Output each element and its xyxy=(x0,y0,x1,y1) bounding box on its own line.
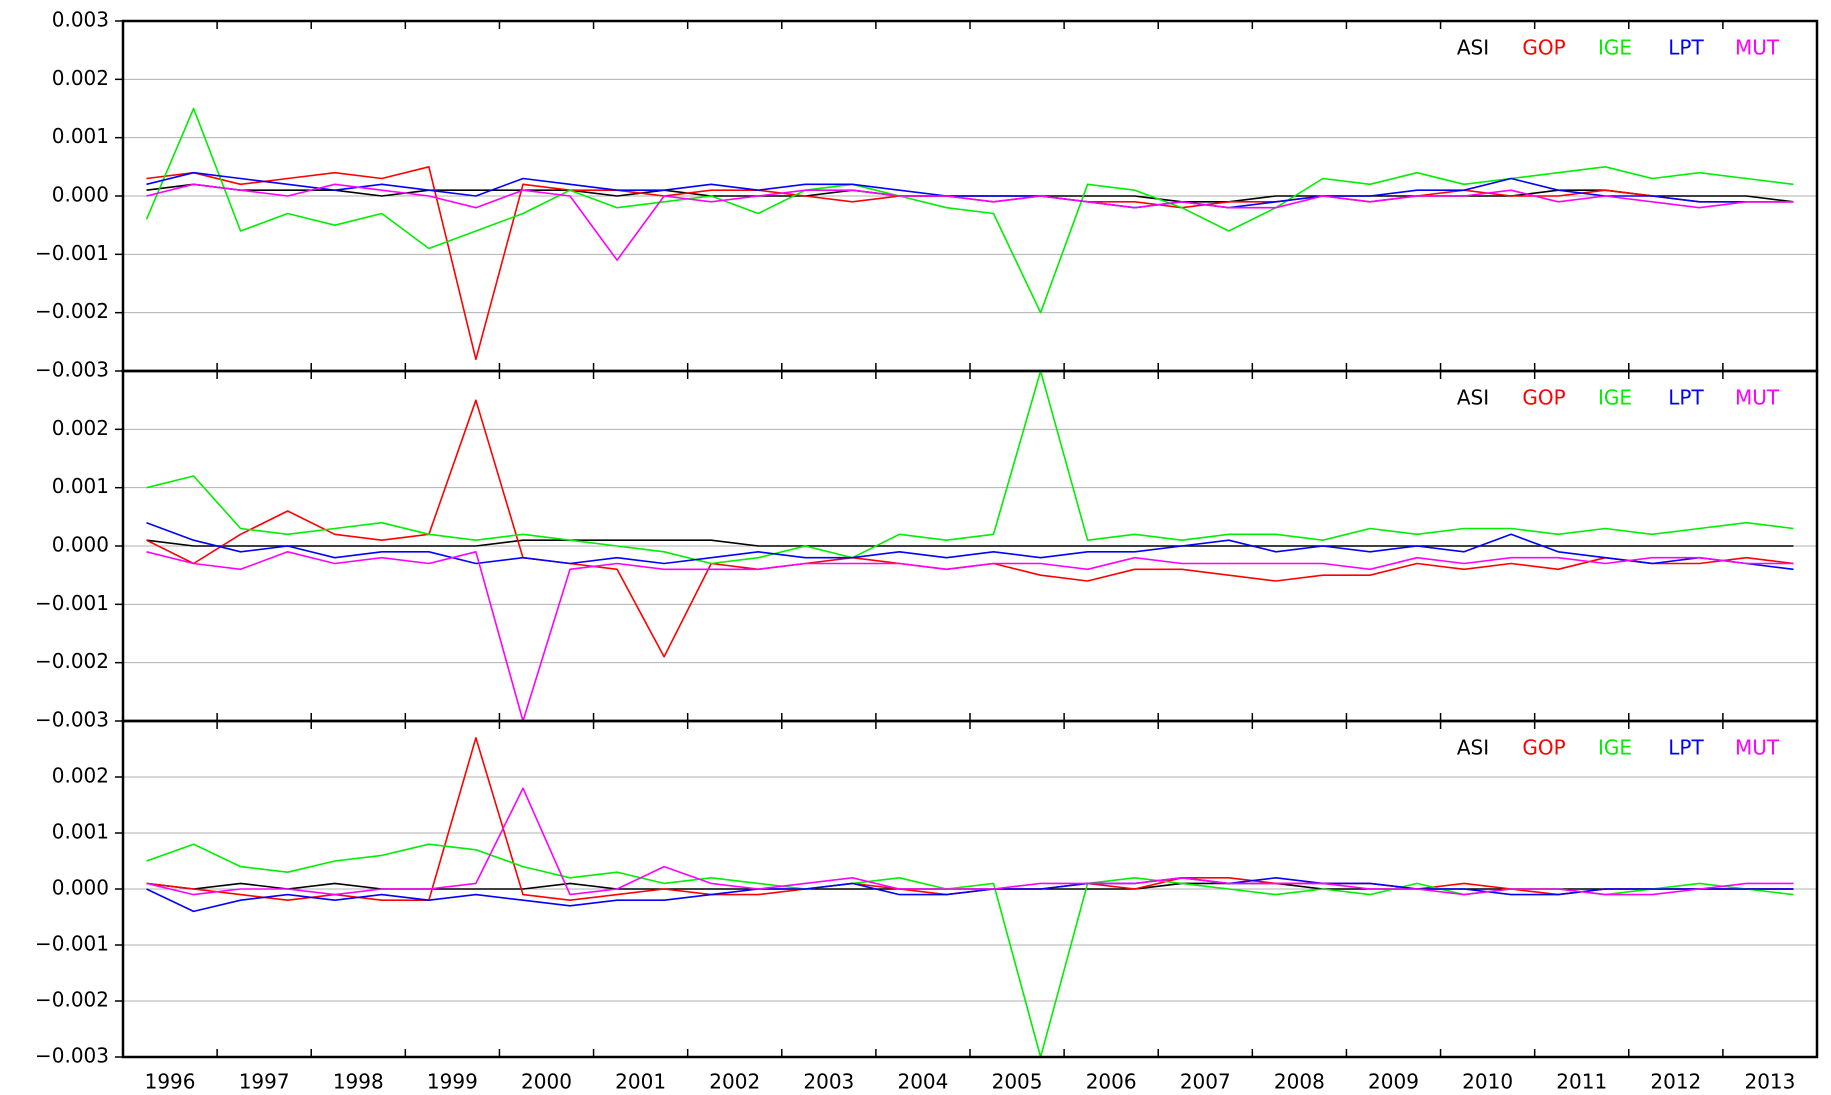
y-tick-label: −0.003 xyxy=(35,708,109,732)
x-tick-label: 1998 xyxy=(333,1070,384,1094)
y-tick-label: −0.002 xyxy=(35,299,109,323)
series-line xyxy=(146,171,1794,209)
y-tick-label: 0.000 xyxy=(52,183,109,207)
x-tick-label: 2010 xyxy=(1462,1070,1513,1094)
legend-entry: ASI xyxy=(1457,36,1489,60)
y-tick-label: 0.001 xyxy=(52,124,109,148)
x-tick-label: 2000 xyxy=(521,1070,572,1094)
series-line xyxy=(146,551,1794,722)
y-tick-label: −0.003 xyxy=(35,358,109,382)
series-line xyxy=(146,539,1794,547)
x-tick-label: 2011 xyxy=(1556,1070,1607,1094)
y-tick-label: 0.002 xyxy=(52,764,109,788)
legend-entry: MUT xyxy=(1735,386,1780,410)
legend-entry: GOP xyxy=(1522,386,1565,410)
x-tick-label: 2001 xyxy=(615,1070,666,1094)
y-tick-label: 0.003 xyxy=(52,8,109,32)
legend-entry: IGE xyxy=(1598,736,1632,760)
x-tick-label: 2007 xyxy=(1180,1070,1231,1094)
legend-entry: MUT xyxy=(1735,736,1780,760)
y-tick-label: 0.001 xyxy=(52,474,109,498)
panel-frame xyxy=(121,719,1819,1059)
series-line xyxy=(145,107,1794,314)
legend-entry: LPT xyxy=(1668,736,1704,760)
y-tick-label: −0.003 xyxy=(35,1044,109,1068)
series-line xyxy=(146,370,1794,565)
legend-entry: ASI xyxy=(1457,736,1489,760)
x-tick-label: 2013 xyxy=(1744,1070,1795,1094)
series-line xyxy=(146,877,1794,913)
y-tick-label: 0.002 xyxy=(52,416,109,440)
y-tick-label: 0.000 xyxy=(52,876,109,900)
y-tick-label: −0.002 xyxy=(35,649,109,673)
y-tick-label: −0.001 xyxy=(35,241,109,265)
x-tick-label: 2004 xyxy=(897,1070,948,1094)
legend-entry: IGE xyxy=(1598,386,1632,410)
legend-entry: ASI xyxy=(1457,386,1489,410)
x-tick-label: 2006 xyxy=(1086,1070,1137,1094)
x-tick-label: 1999 xyxy=(427,1070,478,1094)
series-line xyxy=(146,183,1794,261)
y-tick-label: 0.001 xyxy=(52,820,109,844)
x-tick-label: 2009 xyxy=(1368,1070,1419,1094)
series-line xyxy=(146,737,1794,901)
legend-entry: LPT xyxy=(1668,36,1704,60)
x-tick-label: 2008 xyxy=(1274,1070,1325,1094)
x-tick-label: 1997 xyxy=(239,1070,290,1094)
x-tick-label: 1996 xyxy=(145,1070,196,1094)
y-tick-label: −0.001 xyxy=(35,932,109,956)
x-tick-label: 2003 xyxy=(803,1070,854,1094)
legend-entry: LPT xyxy=(1668,386,1704,410)
x-tick-label: 2002 xyxy=(709,1070,760,1094)
series-line xyxy=(146,843,1794,1058)
x-tick-label: 2012 xyxy=(1650,1070,1701,1094)
series-line xyxy=(146,787,1794,896)
legend-entry: GOP xyxy=(1522,736,1565,760)
y-tick-label: 0.002 xyxy=(52,66,109,90)
legend-entry: MUT xyxy=(1735,36,1780,60)
y-tick-label: 0.000 xyxy=(52,533,109,557)
series-line xyxy=(146,521,1794,571)
x-tick-label: 2005 xyxy=(992,1070,1043,1094)
legend-entry: GOP xyxy=(1522,36,1565,60)
y-tick-label: −0.002 xyxy=(35,988,109,1012)
series-line xyxy=(146,399,1794,658)
y-tick-label: −0.001 xyxy=(35,591,109,615)
legend-entry: IGE xyxy=(1598,36,1632,60)
